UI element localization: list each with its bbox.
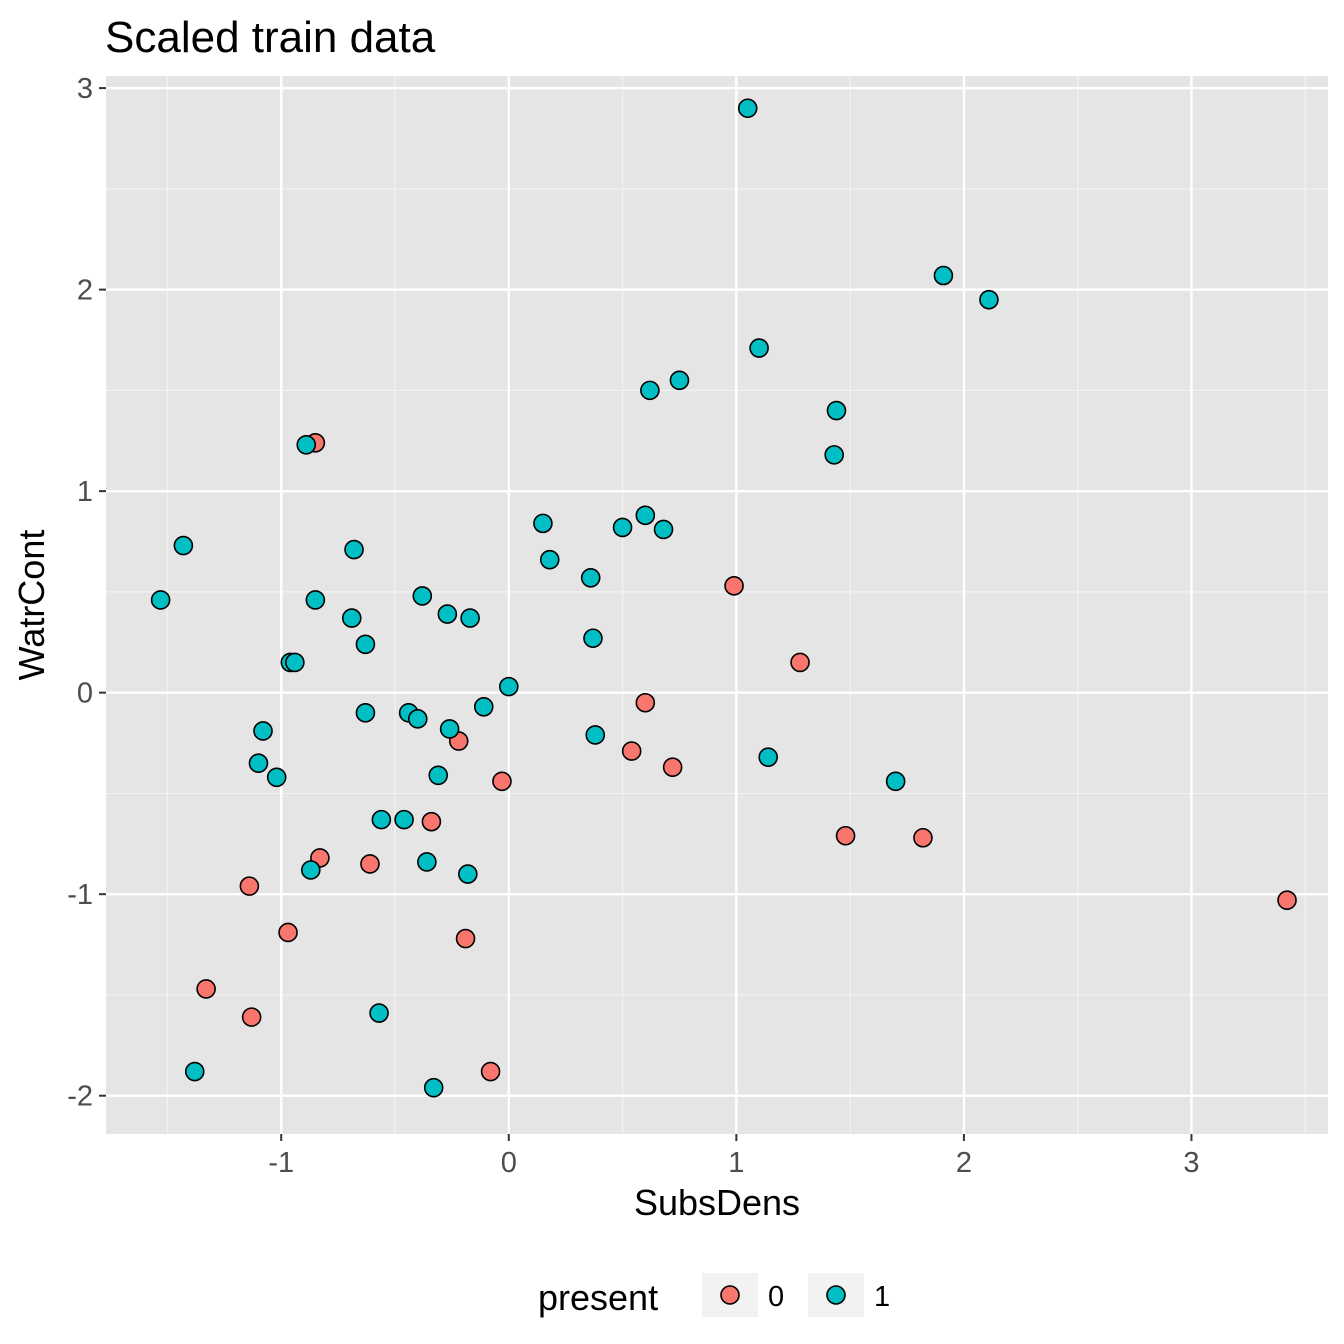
data-point-present-1 <box>533 513 553 534</box>
data-point-present-0 <box>662 757 683 778</box>
x-tick-label: 0 <box>501 1147 517 1179</box>
data-point-present-1 <box>498 676 519 697</box>
plot-panel <box>106 76 1328 1134</box>
minor-gridlines <box>106 76 1328 1134</box>
y-tick-label: -2 <box>67 1081 93 1113</box>
data-point-present-1 <box>580 567 601 588</box>
data-point-present-0 <box>790 652 810 673</box>
data-points <box>150 98 1297 1098</box>
y-tick-label: 2 <box>77 275 93 307</box>
legend-label-0: 0 <box>768 1281 784 1313</box>
legend-label-1: 1 <box>874 1281 890 1313</box>
data-point-present-1 <box>412 586 433 606</box>
data-point-present-1 <box>371 809 392 830</box>
y-tick-label: 3 <box>77 73 93 105</box>
data-point-present-1 <box>640 380 660 401</box>
data-point-present-1 <box>369 1003 389 1023</box>
data-point-present-1 <box>305 590 326 610</box>
data-point-present-0 <box>621 741 642 761</box>
data-point-present-0 <box>196 979 216 999</box>
data-point-present-1 <box>885 771 906 792</box>
data-point-present-1 <box>394 809 414 830</box>
data-point-present-1 <box>407 709 428 729</box>
data-point-present-0 <box>239 876 260 896</box>
data-point-present-0 <box>278 922 298 943</box>
data-point-present-1 <box>758 747 779 767</box>
x-tick-label: 2 <box>956 1147 972 1179</box>
y-tick-label: 1 <box>77 476 93 508</box>
x-axis-title: SubsDens <box>634 1182 800 1223</box>
data-point-present-1 <box>473 696 494 717</box>
data-point-present-1 <box>458 864 478 884</box>
data-point-present-1 <box>150 590 171 610</box>
data-point-present-1 <box>824 445 844 465</box>
y-tick-label: -1 <box>67 879 93 911</box>
legend-key-0-marker <box>720 1285 740 1305</box>
data-point-present-0 <box>913 827 933 848</box>
legend: present 0 1 <box>538 1273 890 1318</box>
data-point-present-1 <box>635 505 656 526</box>
data-point-present-0 <box>724 576 744 596</box>
data-point-present-1 <box>428 765 449 786</box>
data-point-present-1 <box>439 719 460 739</box>
data-point-present-0 <box>480 1061 501 1082</box>
data-point-present-1 <box>539 549 560 570</box>
data-point-present-1 <box>583 628 603 649</box>
data-point-present-1 <box>248 753 269 773</box>
legend-title: present <box>538 1277 658 1318</box>
data-point-present-1 <box>344 539 364 560</box>
data-point-present-1 <box>184 1061 205 1082</box>
data-point-present-1 <box>826 400 847 421</box>
y-axis-title: WatrCont <box>11 530 52 681</box>
data-point-present-1 <box>612 517 633 538</box>
data-point-present-0 <box>1277 890 1297 911</box>
data-point-present-1 <box>933 265 954 286</box>
data-point-present-1 <box>417 852 437 872</box>
data-point-present-0 <box>360 854 380 874</box>
data-point-present-1 <box>423 1077 444 1098</box>
data-point-present-0 <box>241 1007 262 1027</box>
data-point-present-1 <box>296 434 317 455</box>
data-point-present-1 <box>301 860 321 880</box>
data-point-present-1 <box>653 519 674 540</box>
x-tick-label: -1 <box>268 1147 294 1179</box>
data-point-present-1 <box>253 721 273 741</box>
data-point-present-1 <box>355 703 376 723</box>
data-point-present-1 <box>460 608 480 628</box>
data-point-present-1 <box>979 289 999 310</box>
data-point-present-1 <box>437 604 458 624</box>
y-tick-label: 0 <box>77 678 93 710</box>
data-point-present-0 <box>421 811 442 832</box>
data-point-present-0 <box>635 692 656 713</box>
data-point-present-0 <box>835 825 856 846</box>
major-gridlines <box>106 76 1328 1134</box>
legend-key-1-marker <box>826 1285 846 1305</box>
axis-ticks: -1 0 1 2 3 -2 -1 0 1 2 3 <box>67 73 1199 1179</box>
data-point-present-0 <box>492 771 512 792</box>
data-point-present-1 <box>355 634 376 655</box>
data-point-present-1 <box>749 338 769 358</box>
data-point-present-1 <box>585 725 606 745</box>
x-tick-label: 3 <box>1183 1147 1199 1179</box>
data-point-present-1 <box>341 608 362 628</box>
data-point-present-1 <box>266 767 287 788</box>
data-point-present-1 <box>285 652 305 673</box>
data-point-present-1 <box>173 535 194 556</box>
x-tick-label: 1 <box>728 1147 744 1179</box>
data-point-present-1 <box>737 98 758 119</box>
data-point-present-0 <box>455 928 476 949</box>
chart-title: Scaled train data <box>105 13 436 62</box>
data-point-present-1 <box>669 370 690 391</box>
